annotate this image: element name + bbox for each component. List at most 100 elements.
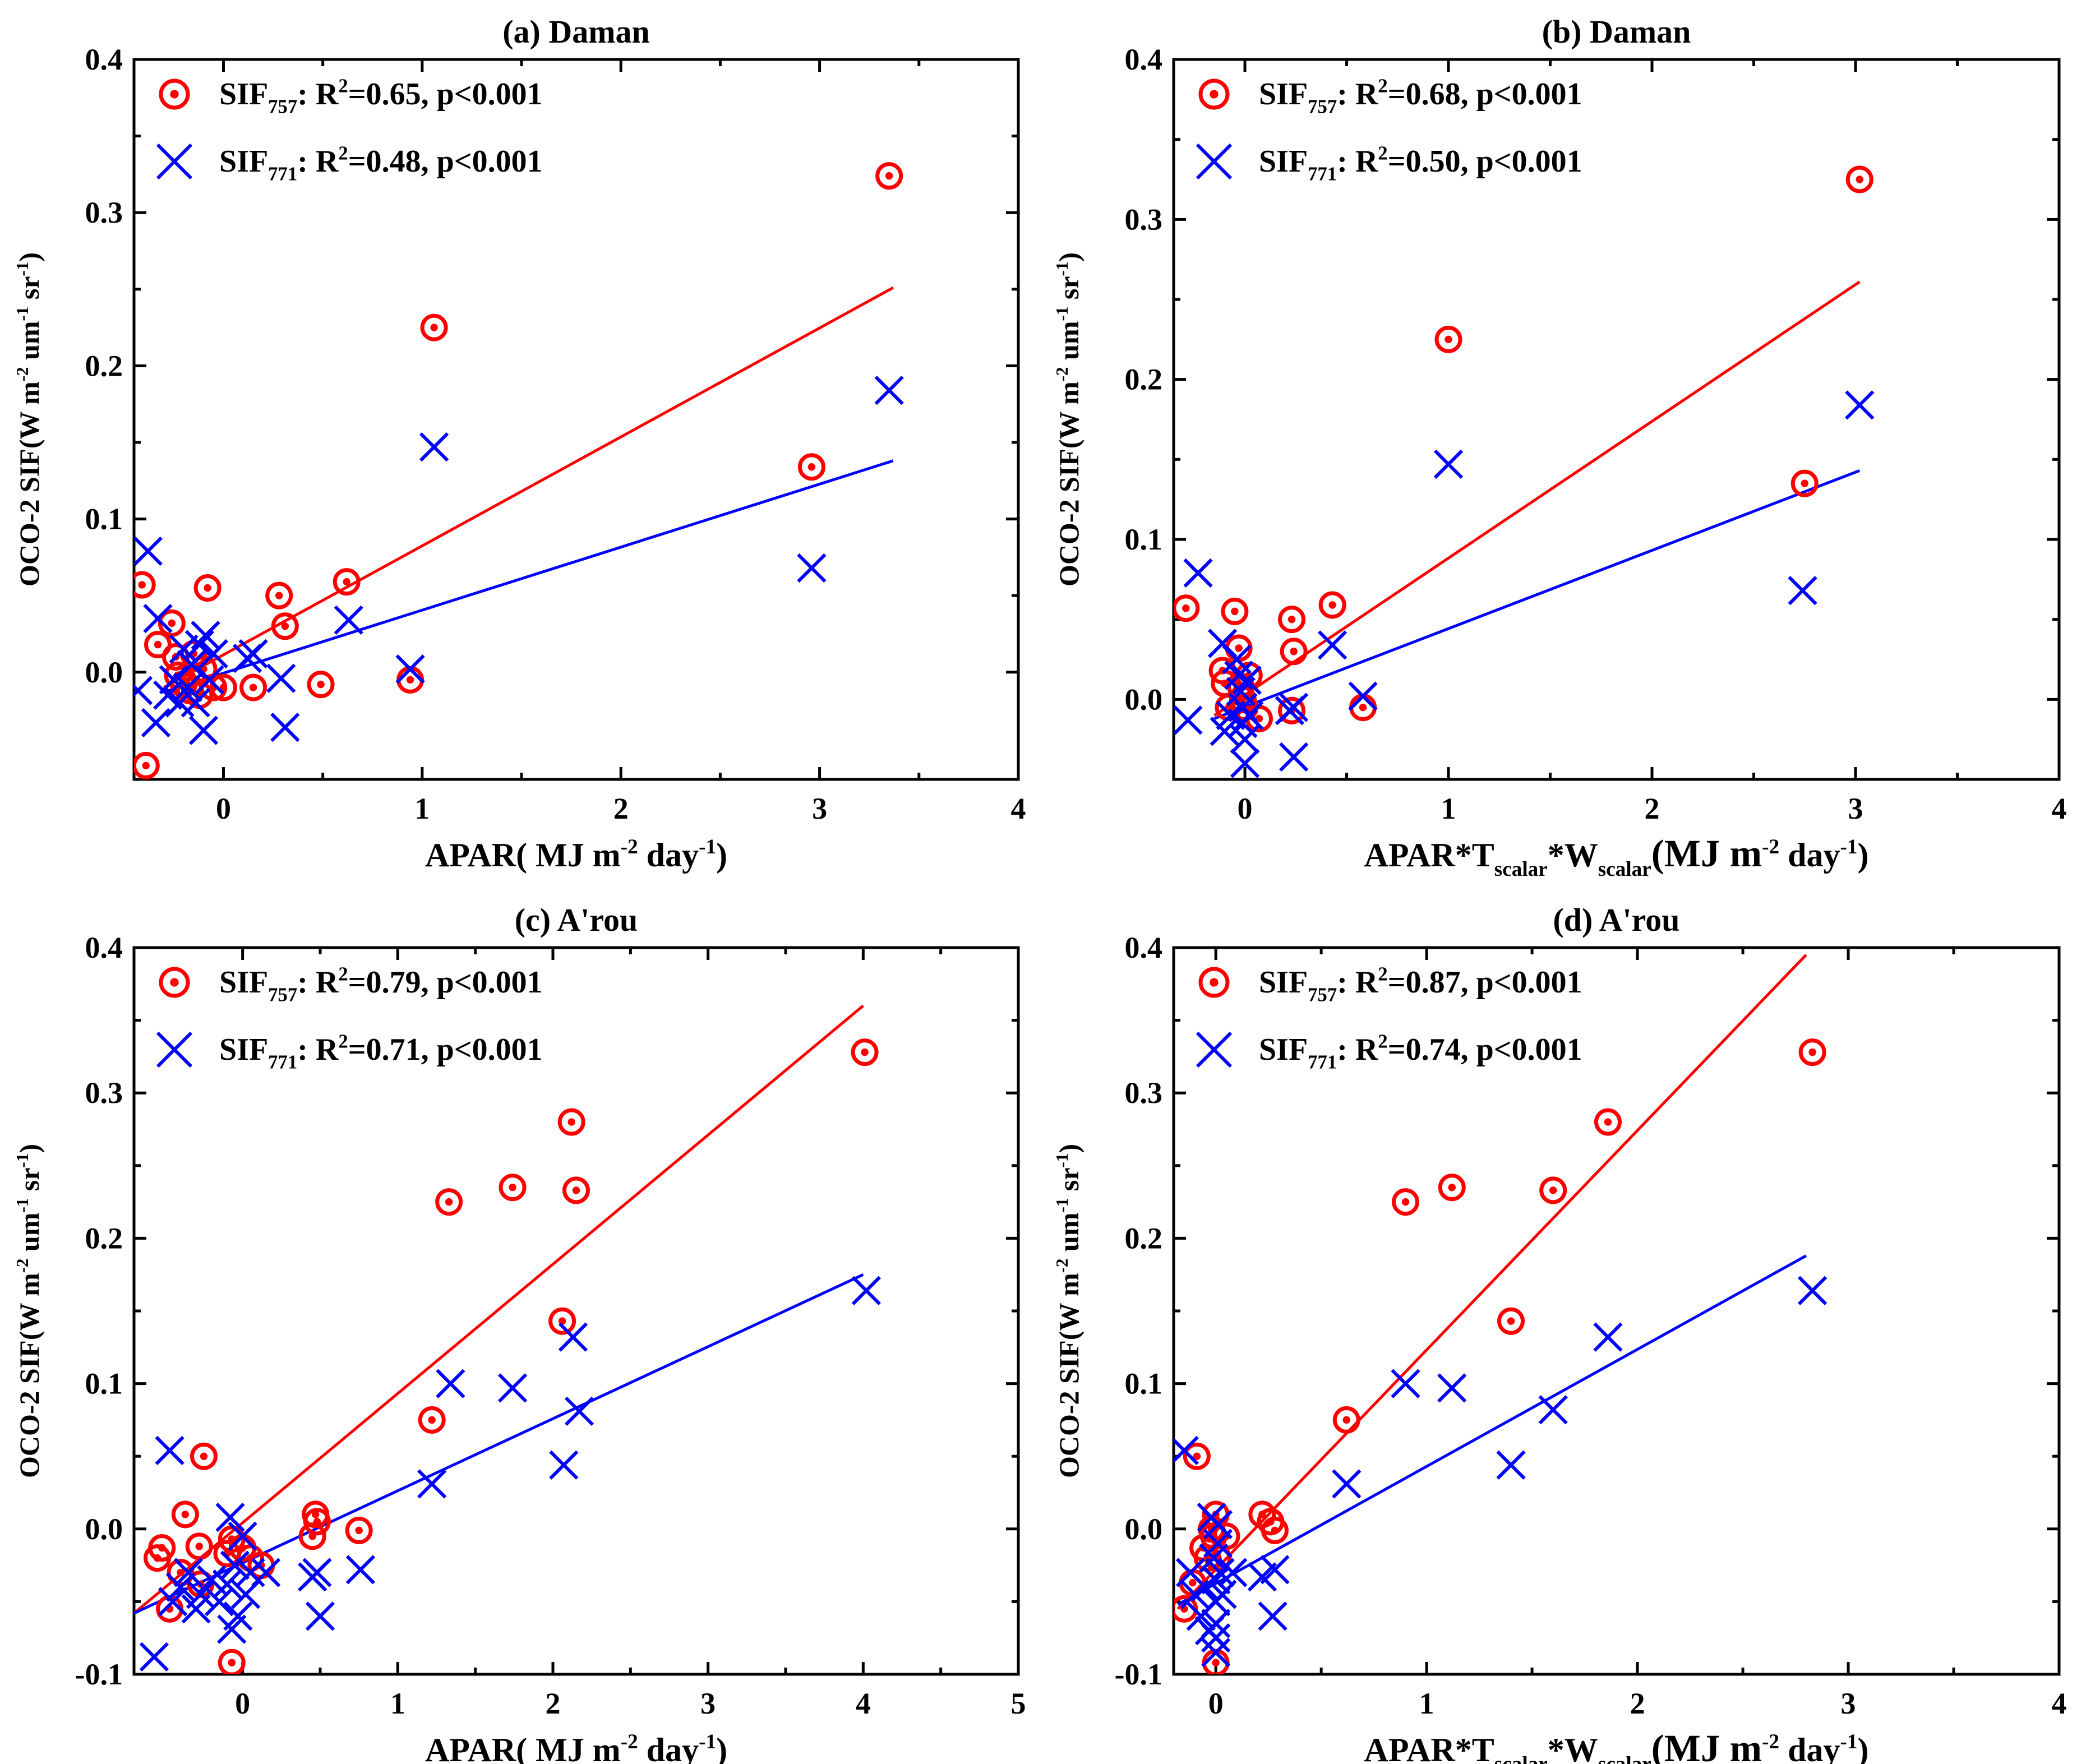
sif757-point	[1261, 1516, 1289, 1544]
sif771-point	[141, 708, 171, 738]
x-tick-label: 4	[1011, 792, 1026, 825]
y-axis-label: OCO-2 SIF(W m-2 um-1 sr-1)	[12, 1144, 45, 1478]
legend-sif771-marker	[1196, 1031, 1233, 1068]
plot-area	[134, 162, 904, 779]
legend-sif757-marker	[159, 78, 190, 110]
x-tick-label: 0	[216, 792, 231, 825]
legend-sif771-marker	[1196, 143, 1233, 180]
sif771-point	[169, 634, 199, 664]
sif771-point	[212, 1569, 242, 1599]
legend-sif757-marker	[1198, 967, 1230, 998]
sif771-point	[223, 1601, 253, 1631]
sif771-point	[155, 1435, 184, 1465]
sif757-point	[562, 1176, 590, 1204]
y-tick-label: 0.4	[85, 43, 123, 76]
sif757-point	[218, 1648, 246, 1674]
y-tick-label: 0.2	[1125, 363, 1163, 396]
plot-area	[134, 1004, 881, 1674]
x-tick-label: 3	[700, 1687, 716, 1720]
sif757-point	[1221, 597, 1249, 625]
sif757-point	[134, 751, 160, 779]
chart-title: (b) Daman	[1542, 13, 1691, 50]
sif757-fit-line	[134, 1004, 864, 1615]
sif771-point	[345, 1555, 376, 1585]
sif757-point	[1594, 1108, 1622, 1136]
sif771-point	[302, 1558, 332, 1587]
legend-sif771-label: SIF771: R2=0.71, p<0.001	[219, 1031, 543, 1073]
sif771-point	[1230, 749, 1260, 778]
sif771-point	[305, 1601, 335, 1631]
sif757-fit-line	[1213, 280, 1861, 717]
sif771-point	[564, 1396, 594, 1426]
x-tick-label: 1	[1419, 1687, 1434, 1720]
sif771-point	[549, 1450, 579, 1480]
sif771-point	[797, 553, 827, 583]
x-tick-label: 2	[1630, 1687, 1645, 1720]
legend-sif757-marker	[159, 967, 190, 998]
x-tick-label: 2	[613, 792, 629, 825]
sif771-fit-line	[1177, 1254, 1807, 1606]
y-tick-label: 0.2	[85, 349, 123, 382]
sif757-point	[345, 1516, 373, 1544]
sif771-point	[215, 1502, 245, 1532]
sif757-point	[851, 1038, 879, 1066]
legend-sif757-marker	[1198, 78, 1230, 110]
y-tick-label: 0.3	[85, 1076, 123, 1110]
chart-title: (d) A'rou	[1553, 902, 1679, 938]
sif771-point	[1332, 1469, 1362, 1499]
sif771-point	[1788, 576, 1817, 606]
sif771-point	[1391, 1369, 1420, 1398]
x-tick-label: 1	[414, 792, 430, 825]
sif771-point	[199, 639, 228, 669]
sif771-point	[134, 676, 153, 705]
sif771-point	[1183, 558, 1213, 588]
legend-sif757-label: SIF757: R2=0.79, p<0.001	[219, 963, 543, 1006]
sif771-point	[417, 1469, 447, 1499]
x-tick-label: 4	[2052, 1687, 2067, 1720]
sif757-point	[209, 673, 237, 701]
sif771-point	[1201, 1623, 1231, 1653]
y-tick-label: 0.1	[1125, 1367, 1163, 1401]
x-tick-label: 2	[546, 1687, 561, 1720]
sif757-point	[875, 162, 903, 190]
x-axis-label: APAR( MJ m-2 day-1)	[425, 1730, 727, 1764]
sif771-point	[1437, 1373, 1467, 1403]
sif771-point	[143, 604, 173, 634]
sif771-point	[266, 663, 296, 693]
chart-title: (c) A'rou	[515, 902, 638, 938]
chart-panel-a: (a) Daman 0 1 2 3 4 0.0 0.1 0.2 0.3 0.4 APAR( MJ m-…	[12, 13, 1026, 874]
x-tick-label: 3	[1841, 1687, 1856, 1720]
y-tick-label: 0.4	[1125, 931, 1163, 964]
sif757-point	[1332, 1406, 1360, 1434]
sif771-point	[1260, 1555, 1290, 1585]
sif771-point	[1174, 1435, 1199, 1465]
x-tick-label: 4	[856, 1687, 871, 1720]
sif757-point	[797, 453, 825, 481]
sif771-point	[436, 1369, 465, 1398]
plot-frame	[1172, 58, 2061, 781]
y-tick-label: 0.3	[85, 196, 123, 229]
chart-panel-b: (b) Daman 0 1 2 3 4 0.0 0.1 0.2 0.3 0.4 APAR*Tscala…	[1052, 13, 2067, 881]
y-tick-label: -0.1	[75, 1657, 123, 1691]
sif771-fit-line	[134, 1273, 864, 1615]
sif771-point	[558, 1322, 588, 1352]
sif771-point	[195, 665, 224, 695]
sif771-point	[1210, 717, 1239, 746]
legend-sif771-label: SIF771: R2=0.50, p<0.001	[1259, 142, 1582, 185]
sif771-point	[184, 630, 215, 659]
sif771-point	[1230, 724, 1260, 754]
x-tick-label: 1	[390, 1687, 405, 1720]
x-axis-label: APAR*Tscalar*Wscalar(MJ m-2 day-1)	[1364, 1727, 1869, 1764]
legend-sif757-label: SIF757: R2=0.65, p<0.001	[219, 75, 543, 118]
sif771-point	[1496, 1450, 1526, 1480]
sif771-point	[1318, 630, 1347, 660]
sif757-point	[171, 1500, 199, 1529]
sif771-point	[139, 1642, 169, 1672]
x-tick-label: 0	[1208, 1687, 1224, 1720]
sif757-point	[418, 1406, 446, 1434]
sif757-point	[396, 666, 424, 694]
sif771-point	[205, 1587, 234, 1617]
sif771-point	[238, 639, 268, 669]
sif771-point	[497, 1373, 528, 1403]
y-tick-label: 0.0	[85, 655, 123, 689]
